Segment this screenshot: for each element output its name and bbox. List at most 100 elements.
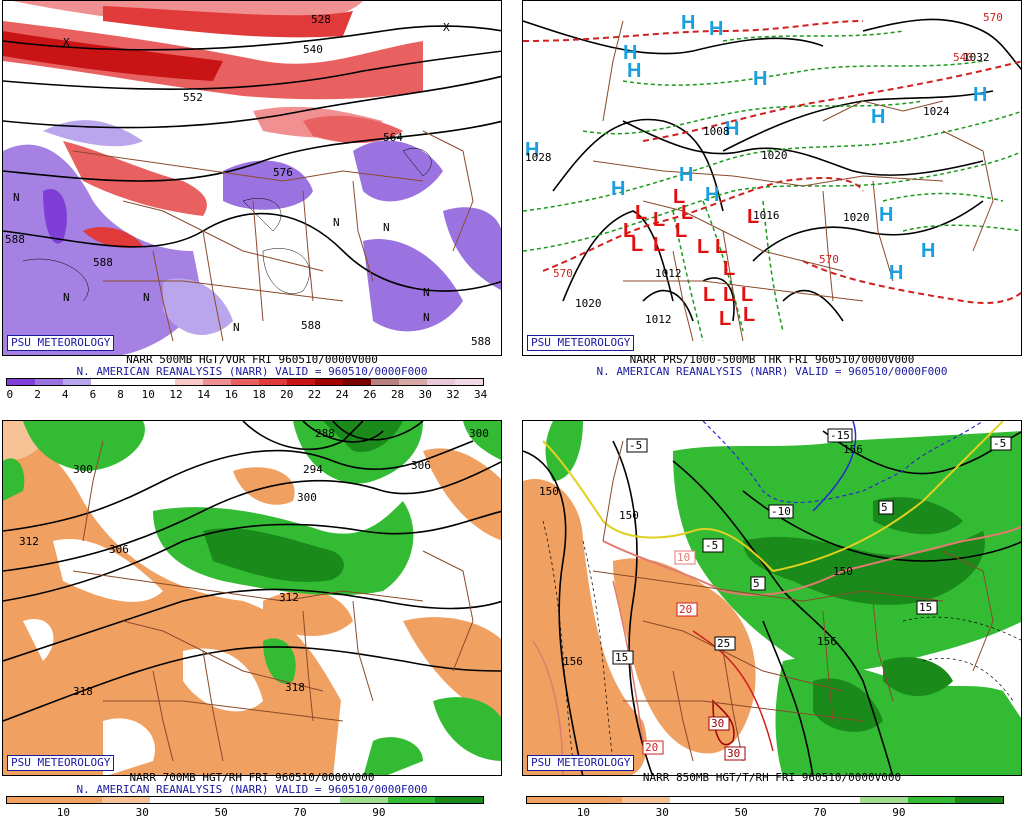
contour-label: 312 <box>279 591 299 604</box>
psu-meteorology-badge: PSU METEOROLOGY <box>7 335 115 351</box>
low-pressure-mark: L <box>653 234 665 256</box>
temp-label-box: 15 <box>612 650 634 665</box>
high-pressure-mark: H <box>973 84 987 106</box>
temp-label-box: -10 <box>768 504 794 519</box>
colorbar-tick-label: 14 <box>197 388 211 401</box>
map-title: NARR PRS/1000-500MB THK FRI 960510/0000V… <box>629 353 915 366</box>
map-valid-time: N. AMERICAN REANALYSIS (NARR) VALID = 96… <box>76 783 428 796</box>
colorbar-swatch <box>203 379 231 385</box>
high-pressure-mark: H <box>679 164 693 186</box>
colorbar-tick-label: 32 <box>446 388 460 401</box>
high-pressure-mark: H <box>709 18 723 40</box>
contour-label: 300 <box>297 491 317 504</box>
thickness-label: 540 <box>953 51 973 64</box>
panel-850mb-temp-rh: 150 150 150 156 156 156 -15 -10 -5 <box>522 420 1022 820</box>
vor-min-mark: N <box>233 321 240 334</box>
colorbar-tick-label: 70 <box>293 806 307 819</box>
colorbar-tick-label: 20 <box>280 388 294 401</box>
colorbar-swatch <box>343 379 371 385</box>
map-title: NARR 500MB HGT/VOR FRI 960510/0000V000 <box>126 353 378 366</box>
colorbar-tick-label: 4 <box>61 388 69 401</box>
colorbar-swatch <box>455 379 483 385</box>
low-pressure-mark: L <box>635 202 647 224</box>
colorbar-tick-label: 0 <box>6 388 14 401</box>
colorbar-tick-label: 2 <box>34 388 41 401</box>
temp-label-box: 20 <box>642 740 664 755</box>
contour-label: 312 <box>19 535 39 548</box>
colorbar-tick-label: 10 <box>56 806 70 819</box>
colorbar-tick-label: 30 <box>655 806 669 819</box>
colorbar-swatch <box>287 379 315 385</box>
colorbar-swatch <box>119 379 147 385</box>
low-pressure-mark: L <box>623 220 635 242</box>
high-pressure-mark: H <box>889 262 903 284</box>
isotherm-label: 5 <box>881 501 888 514</box>
colorbar-swatch <box>102 797 150 803</box>
map-500mb: 528 540 552 564 576 588 588 588 588 X X … <box>2 0 502 356</box>
low-pressure-mark: L <box>719 308 731 330</box>
high-pressure-mark: H <box>879 204 893 226</box>
colorbar-swatch <box>907 797 956 803</box>
high-pressure-mark: H <box>525 139 539 161</box>
high-pressure-mark: H <box>753 68 767 90</box>
colorbar-tick-label: 90 <box>892 806 906 819</box>
colorbar-ticks: 0 2 4 6 8 10 12 14 16 18 20 22 24 26 28 30 32 34 <box>6 388 488 401</box>
thickness-label: 570 <box>983 11 1003 24</box>
low-pressure-mark: L <box>631 234 643 256</box>
colorbar-tick-label: 22 <box>307 388 322 401</box>
colorbar-tick-label: 90 <box>372 806 386 819</box>
map-valid-time: N. AMERICAN REANALYSIS (NARR) VALID = 96… <box>596 365 948 378</box>
isobar-label: 1032 <box>963 51 990 64</box>
low-pressure-mark: L <box>715 236 727 258</box>
colorbar-swatch <box>7 797 55 803</box>
temp-label-box: -15 <box>827 428 853 443</box>
colorbar-swatch <box>387 797 436 803</box>
temp-label-box: 30 <box>724 746 746 761</box>
height-label: 156 <box>817 635 837 648</box>
colorbar-swatch <box>7 379 35 385</box>
height-label: 156 <box>563 655 583 668</box>
colorbar-tick-label: 16 <box>224 388 239 401</box>
colorbar-tick-label: 12 <box>169 388 183 401</box>
colorbar-tick-label: 8 <box>117 388 124 401</box>
isotherm-label: -15 <box>830 429 850 442</box>
map-700mb: 288 294 300 300 306 306 312 312 318 318 … <box>2 420 502 776</box>
high-pressure-mark: H <box>681 12 695 34</box>
contour-label: 576 <box>273 166 293 179</box>
colorbar-swatch <box>860 797 908 803</box>
contour-label: 318 <box>73 685 93 698</box>
contour-label: 528 <box>311 13 331 26</box>
colorbar-swatch <box>315 379 343 385</box>
contour-label: 552 <box>183 91 203 104</box>
isotherm-label: 30 <box>727 747 740 760</box>
vorticity-colorbar <box>6 378 484 386</box>
panel-500mb-vorticity: 528 540 552 564 576 588 588 588 588 X X … <box>2 0 502 401</box>
colorbar-swatch <box>91 379 119 385</box>
isobar-label: 1012 <box>645 313 672 326</box>
map-850mb: 150 150 150 156 156 156 -15 -10 -5 <box>522 420 1022 776</box>
isotherm-label: -10 <box>771 505 791 518</box>
vor-max-mark: X <box>443 21 450 34</box>
colorbar-tick-label: 50 <box>214 806 228 819</box>
colorbar-tick-label: 10 <box>576 806 590 819</box>
psu-meteorology-badge: PSU METEOROLOGY <box>7 755 115 771</box>
high-pressure-mark: H <box>627 60 641 82</box>
contour-label: 306 <box>109 543 129 556</box>
colorbar-swatch <box>292 797 341 803</box>
low-pressure-mark: L <box>723 258 735 280</box>
colorbar-tick-label: 50 <box>734 806 748 819</box>
high-pressure-mark: H <box>871 106 885 128</box>
rh-colorbar <box>526 796 1004 804</box>
map-title: NARR 700MB HGT/RH FRI 960510/0000V000 <box>129 771 375 784</box>
isobar-label: 1020 <box>843 211 870 224</box>
height-label: 156 <box>843 443 863 456</box>
colorbar-tick-label: 6 <box>89 388 97 401</box>
map-title: NARR 850MB HGT/T/RH FRI 960510/0000V000 <box>642 771 902 784</box>
map-valid-time: N. AMERICAN REANALYSIS (NARR) VALID = 96… <box>76 365 428 378</box>
isobar-label: 1024 <box>923 105 950 118</box>
low-pressure-mark: L <box>697 236 709 258</box>
psu-meteorology-badge: PSU METEOROLOGY <box>527 755 635 771</box>
colorbar-swatch <box>35 379 63 385</box>
temp-label-box: -5 <box>990 436 1012 451</box>
thickness-label: 570 <box>553 267 573 280</box>
